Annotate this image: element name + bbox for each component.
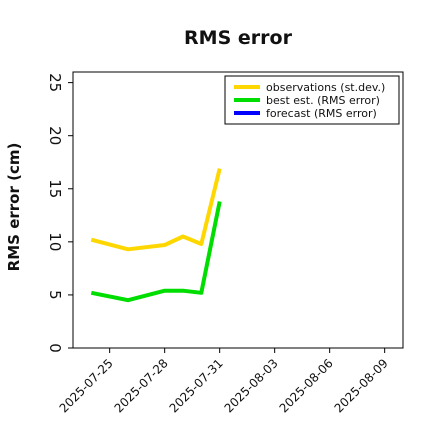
x-tick-label: 2025-07-25 [57, 356, 116, 415]
y-tick-label: 15 [46, 179, 64, 198]
series-line-1 [90, 201, 222, 303]
legend: observations (st.dev.)best est. (RMS err… [224, 75, 400, 125]
y-tick-label: 20 [46, 126, 64, 145]
series-layer [90, 168, 222, 303]
legend-label: observations (st.dev.) [266, 81, 385, 94]
legend-label: forecast (RMS error) [266, 107, 377, 120]
legend-label: best est. (RMS error) [266, 94, 380, 107]
x-tick-label: 2025-08-06 [277, 356, 336, 415]
y-tick-label: 25 [46, 73, 64, 92]
series-line-0 [90, 168, 222, 252]
y-axis: 0 5 10 15 20 25 [46, 73, 73, 353]
x-axis: 2025-07-252025-07-282025-07-312025-08-03… [57, 348, 391, 415]
y-tick-label: 0 [46, 343, 64, 353]
x-tick-label: 2025-07-31 [167, 356, 226, 415]
x-tick-label: 2025-08-03 [222, 356, 281, 415]
x-tick-label: 2025-08-09 [332, 356, 391, 415]
y-tick-label: 10 [46, 232, 64, 251]
x-tick-label: 2025-07-28 [112, 356, 171, 415]
y-axis-label: RMS error (cm) [5, 143, 23, 272]
y-tick-label: 5 [46, 290, 64, 300]
chart-title: RMS error [184, 27, 293, 49]
